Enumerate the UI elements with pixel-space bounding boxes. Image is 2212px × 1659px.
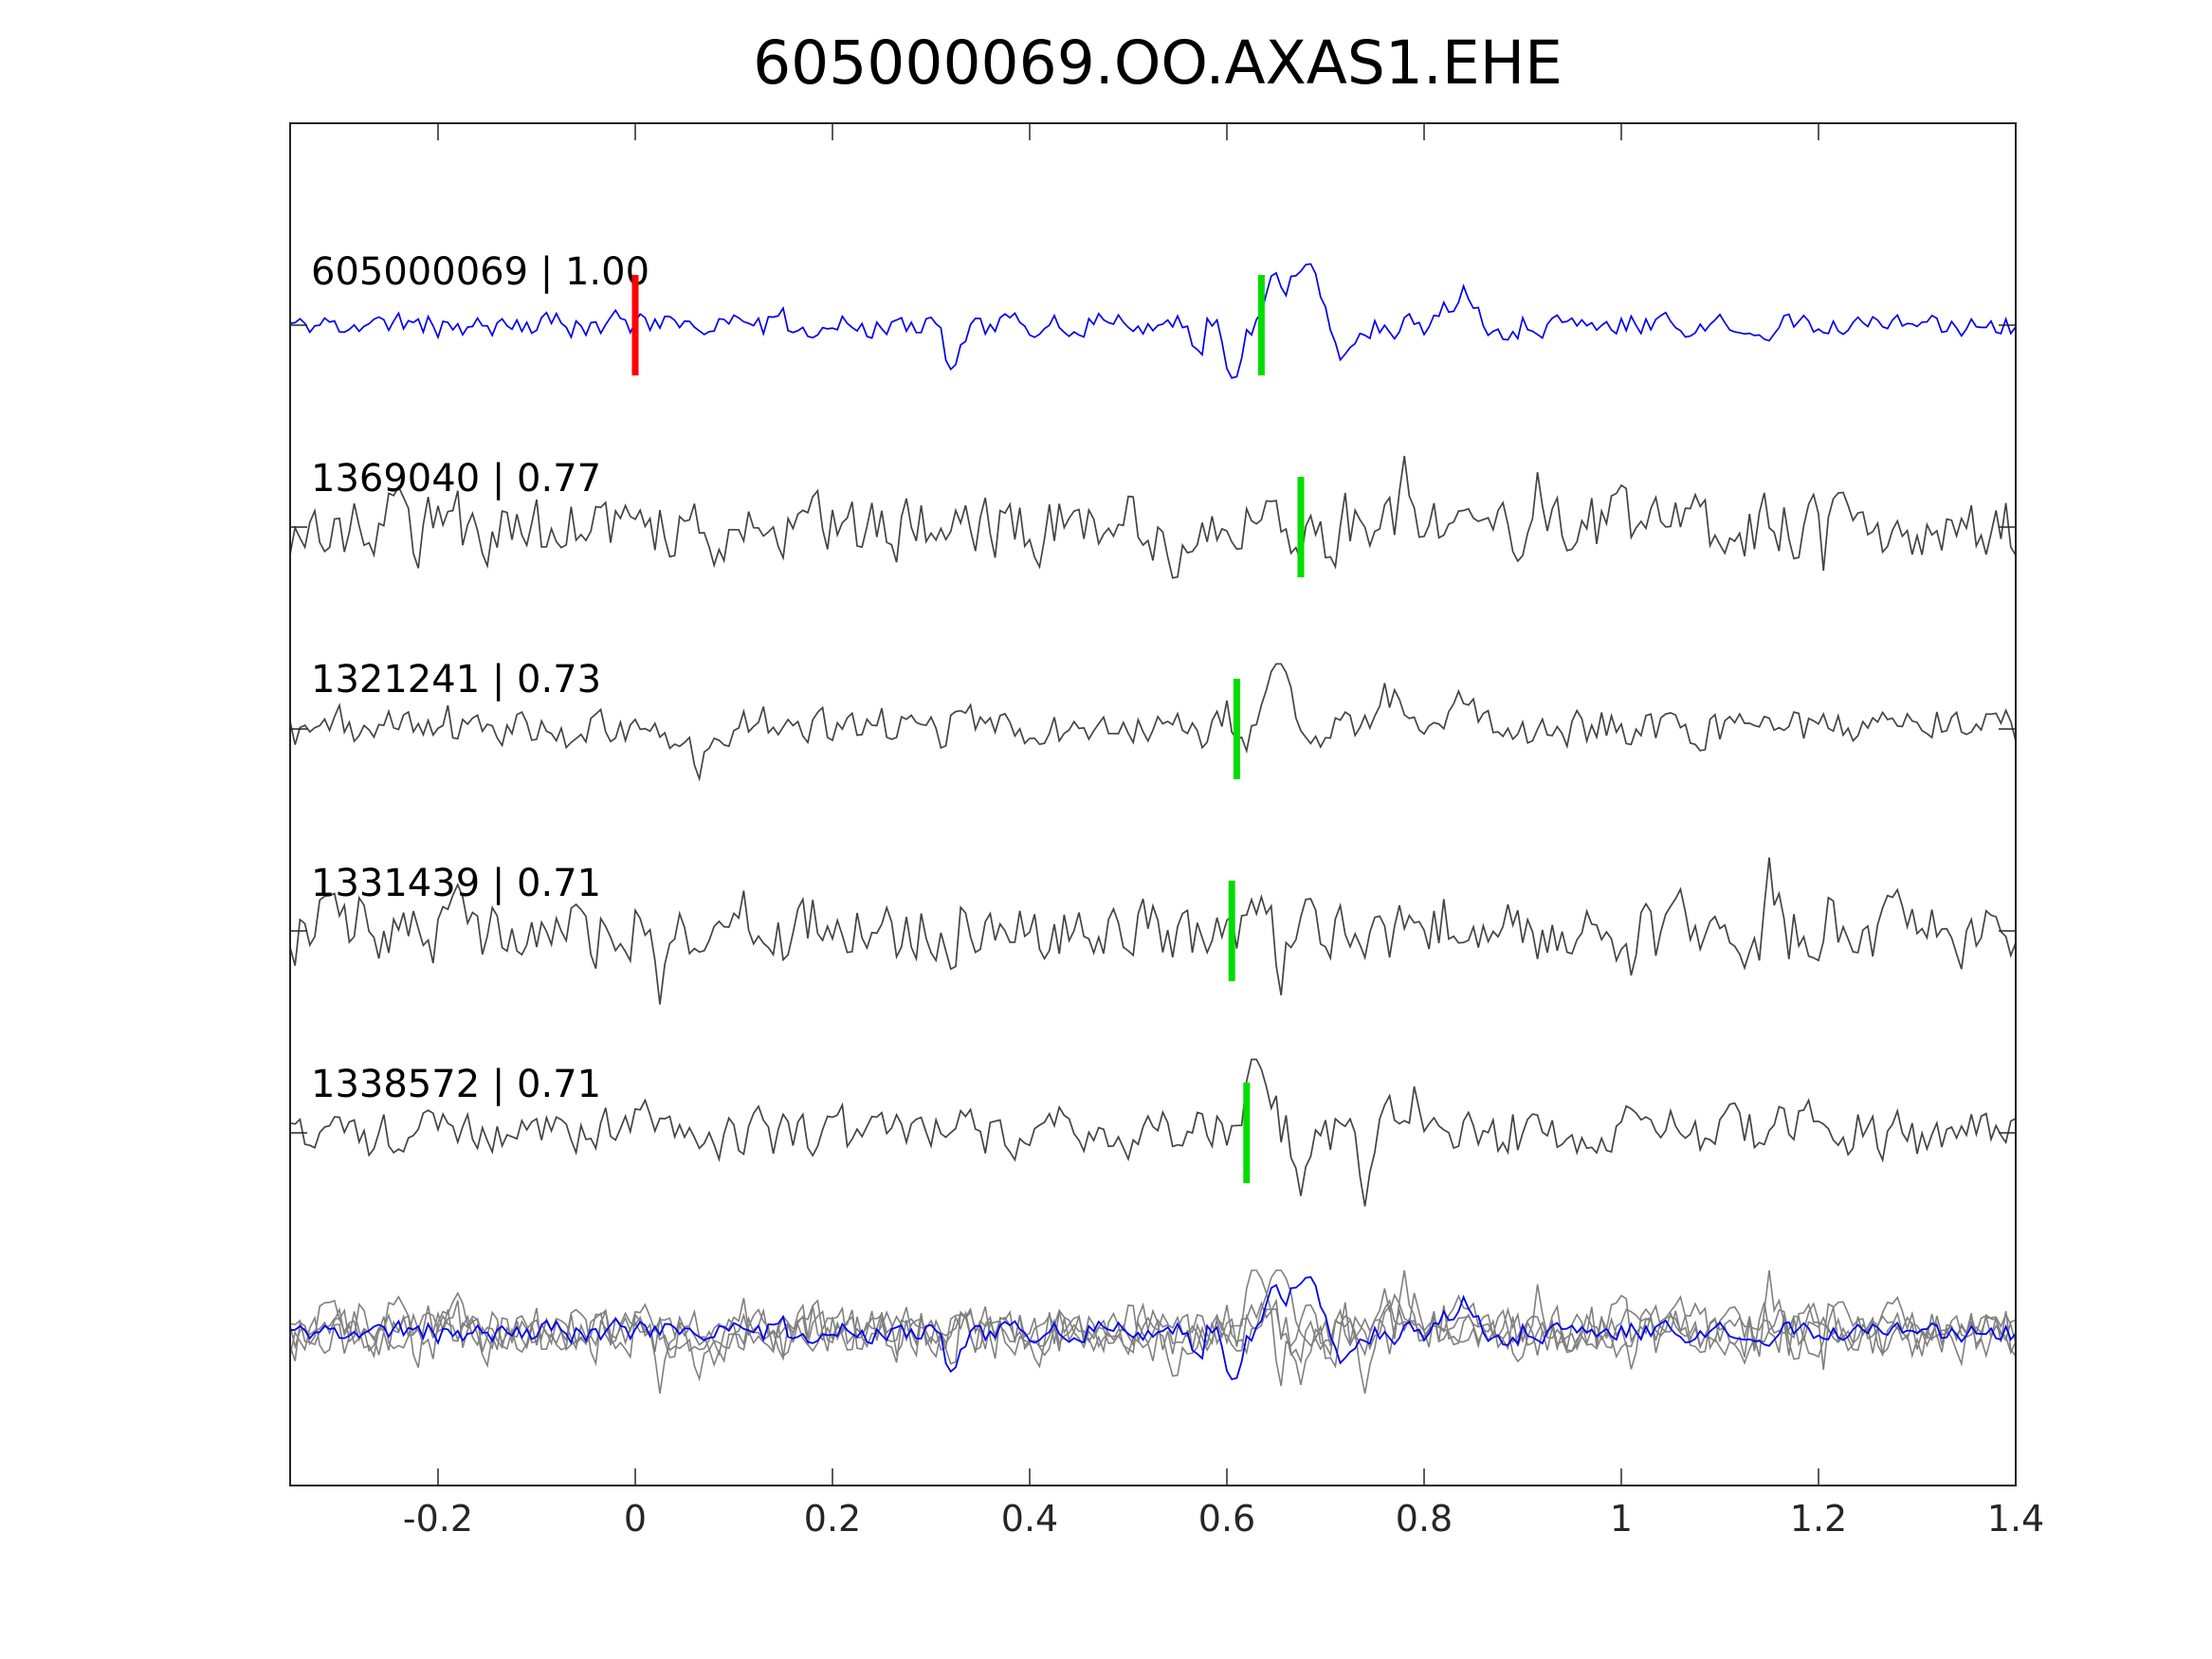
x-tick-label: 0 — [624, 1498, 647, 1540]
x-tick-label: 1 — [1610, 1498, 1633, 1540]
trace-5 — [289, 1058, 2017, 1207]
trace-1 — [289, 263, 2017, 379]
x-tick-label: 1.2 — [1790, 1498, 1847, 1540]
overlay-reference-trace — [289, 1276, 2017, 1381]
plot-area: 605000069 | 1.00 1369040 | 0.77 1321241 | … — [289, 122, 2044, 1540]
x-tick-label: 0.4 — [1001, 1498, 1058, 1540]
trace-label-4: 1331439 | 0.71 — [311, 862, 601, 905]
trace-label-1: 605000069 | 1.00 — [311, 250, 649, 294]
chart-title: 605000069.OO.AXAS1.EHE — [753, 28, 1563, 98]
x-tick-label: 0.6 — [1198, 1498, 1255, 1540]
trace-label-2: 1369040 | 0.77 — [311, 457, 601, 501]
overlay-trace-4 — [289, 1269, 2017, 1395]
x-tick-label: -0.2 — [403, 1498, 473, 1540]
trace-label-5: 1338572 | 0.71 — [311, 1063, 601, 1106]
trace-2 — [289, 455, 2017, 579]
x-tick-label: 0.2 — [804, 1498, 861, 1540]
overlay-trace-3 — [289, 1269, 2017, 1395]
x-tick-label: 0.8 — [1396, 1498, 1453, 1540]
trace-3 — [289, 663, 2017, 782]
axes-frame — [289, 122, 2017, 1486]
trace-4 — [289, 857, 2017, 1005]
x-tick-label: 1.4 — [1987, 1498, 2044, 1540]
trace-label-3: 1321241 | 0.73 — [311, 658, 601, 702]
